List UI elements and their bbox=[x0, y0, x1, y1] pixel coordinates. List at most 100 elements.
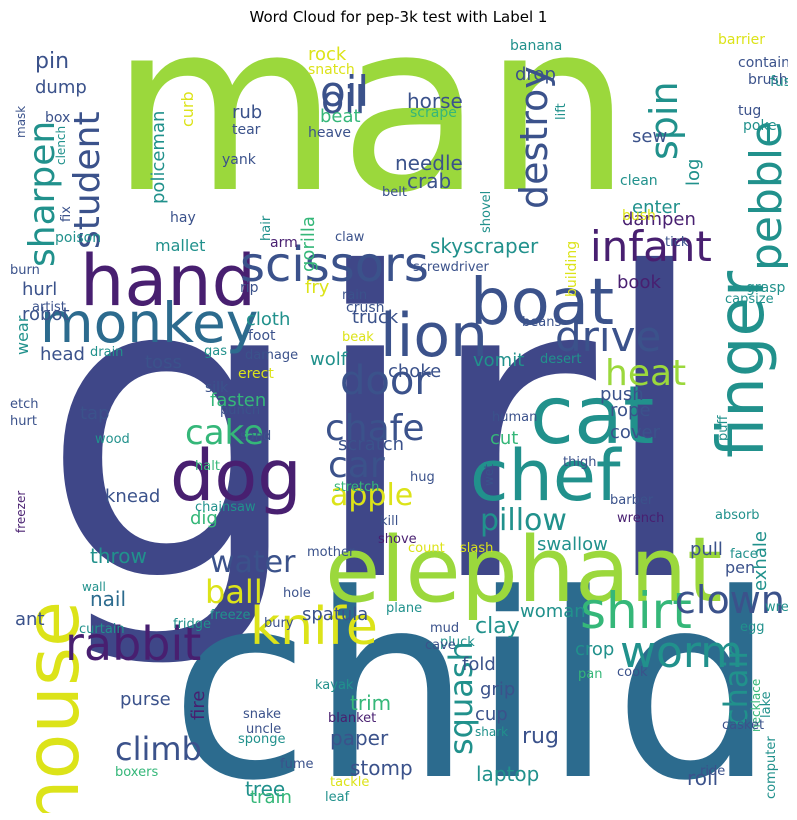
word-apple: apple bbox=[330, 478, 414, 513]
word-punch: punch bbox=[220, 403, 261, 418]
word-push: push bbox=[600, 384, 644, 405]
word-beans: beans bbox=[522, 315, 562, 330]
word-damage: damage bbox=[245, 348, 299, 363]
word-dog: dog bbox=[170, 435, 302, 517]
word-stretch: stretch bbox=[334, 480, 380, 495]
word-vomit: vomit bbox=[473, 350, 525, 371]
word-cloth: cloth bbox=[246, 309, 291, 330]
word-mask: mask bbox=[14, 106, 28, 139]
word-shove: shove bbox=[378, 532, 417, 547]
word-fold: fold bbox=[462, 654, 496, 675]
word-truck: truck bbox=[352, 307, 399, 328]
word-train: train bbox=[250, 787, 292, 808]
word-wood: wood bbox=[95, 432, 130, 447]
word-human: human bbox=[492, 410, 538, 425]
word-artist: artist bbox=[32, 300, 66, 315]
word-policeman: policeman bbox=[148, 111, 169, 205]
word-drain: drain bbox=[90, 345, 124, 360]
word-scissors: scissors bbox=[240, 237, 429, 293]
word-clown: clown bbox=[675, 578, 785, 622]
word-fire: fire bbox=[188, 691, 209, 721]
word-purse: purse bbox=[120, 689, 171, 710]
word-sew: sew bbox=[632, 126, 668, 147]
word-fasten: fasten bbox=[210, 390, 267, 411]
word-beat: beat bbox=[320, 106, 361, 127]
word-computer: computer bbox=[764, 736, 779, 799]
word-cook: cook bbox=[617, 665, 648, 680]
word-tear: tear bbox=[232, 122, 261, 138]
word-horse: horse bbox=[407, 89, 463, 113]
word-sand: sand bbox=[240, 429, 272, 444]
word-oil: oil bbox=[321, 78, 366, 122]
word-hurt: hurt bbox=[10, 414, 37, 429]
word-roll: roll bbox=[687, 766, 719, 790]
word-rug: rug bbox=[522, 724, 559, 749]
word-face: face bbox=[730, 547, 758, 562]
word-tap: tap bbox=[80, 403, 110, 424]
word-pan: pan bbox=[578, 667, 603, 682]
word-fix: fix bbox=[59, 206, 74, 222]
word-nail: nail bbox=[90, 587, 127, 611]
word-girl: girl bbox=[40, 186, 713, 675]
word-foot: foot bbox=[248, 328, 276, 344]
word-head: head bbox=[40, 344, 85, 365]
word-freeze: freeze bbox=[210, 608, 251, 623]
word-worm: worm bbox=[620, 627, 744, 678]
word-cloud: girl man child elephant hand boat cat monkey lio… bbox=[10, 31, 788, 813]
word-casket: casket bbox=[722, 718, 765, 733]
word-kill: kill bbox=[380, 514, 399, 529]
word-pen: pen bbox=[725, 558, 756, 577]
word-mallet: mallet bbox=[155, 236, 206, 255]
word-heave: heave bbox=[308, 125, 351, 141]
word-lift: lift bbox=[554, 103, 569, 120]
word-boxers: boxers bbox=[115, 765, 159, 780]
word-gorilla: gorilla bbox=[298, 216, 319, 272]
word-chafe: chafe bbox=[325, 408, 425, 449]
word-leaf: leaf bbox=[325, 790, 350, 805]
word-snatch: snatch bbox=[308, 62, 355, 78]
word-beak: beak bbox=[342, 330, 374, 345]
word-ant: ant bbox=[15, 609, 45, 630]
word-car: car bbox=[328, 445, 385, 486]
word-cake: cake bbox=[185, 413, 264, 453]
word-shirt: shirt bbox=[580, 582, 692, 640]
word-heat: heat bbox=[605, 353, 687, 394]
word-wall: wall bbox=[82, 580, 106, 594]
word-blanket: blanket bbox=[328, 711, 377, 726]
word-shovel: shovel bbox=[479, 191, 494, 234]
word-stomp: stomp bbox=[350, 756, 413, 780]
word-climb: climb bbox=[115, 730, 202, 768]
word-water: water bbox=[210, 545, 296, 580]
word-toss: toss bbox=[145, 352, 182, 373]
word-pull: pull bbox=[690, 539, 723, 560]
word-shark: shark bbox=[475, 725, 509, 739]
word-hug: hug bbox=[410, 470, 435, 485]
word-rope: rope bbox=[610, 400, 651, 421]
word-crop: crop bbox=[575, 639, 615, 660]
word-fuse: fuse bbox=[770, 74, 788, 90]
word-curb: curb bbox=[178, 91, 197, 127]
word-drive: drive bbox=[555, 312, 662, 361]
word-building: building bbox=[564, 241, 580, 298]
word-dump: dump bbox=[35, 77, 87, 98]
word-cat: cat bbox=[530, 369, 655, 462]
word-grasp: grasp bbox=[746, 280, 786, 296]
word-mother: mother bbox=[307, 545, 355, 560]
word-crab: crab bbox=[407, 169, 452, 193]
word-poke: poke bbox=[743, 118, 777, 134]
word-clay: clay bbox=[475, 614, 520, 639]
word-chainsaw: chainsaw bbox=[195, 500, 256, 515]
word-burn: burn bbox=[10, 263, 40, 278]
word-poison: poison bbox=[55, 230, 102, 246]
word-enter: enter bbox=[632, 197, 681, 218]
word-rock: rock bbox=[308, 44, 347, 65]
word-absorb: absorb bbox=[715, 508, 760, 523]
word-desert: desert bbox=[540, 352, 582, 367]
word-needle: needle bbox=[395, 151, 463, 175]
word-silk: silk bbox=[205, 380, 229, 396]
word-knife: knife bbox=[250, 597, 378, 657]
word-boat: boat bbox=[470, 266, 615, 340]
word-pebble: pebble bbox=[741, 121, 788, 272]
word-clean: clean bbox=[620, 173, 658, 189]
word-barrier: barrier bbox=[718, 32, 765, 48]
